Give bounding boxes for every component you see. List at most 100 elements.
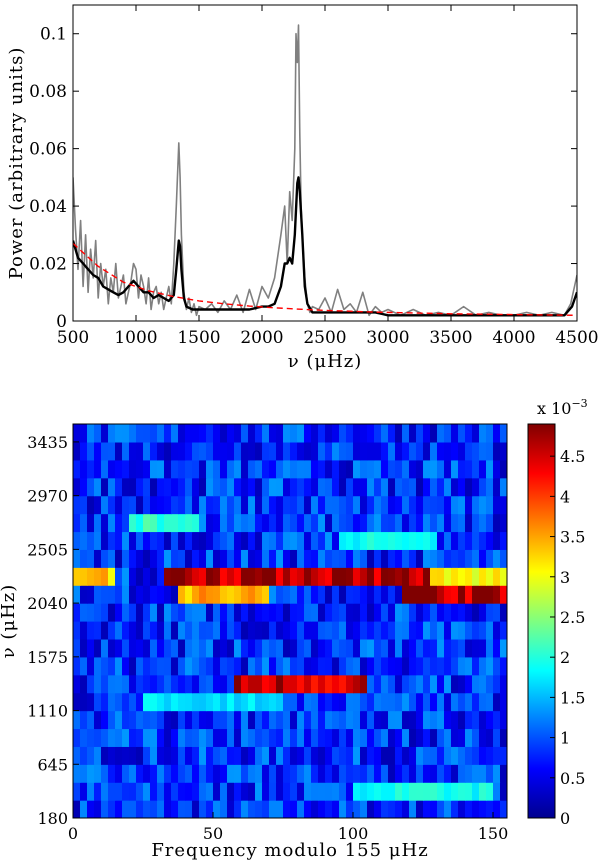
heatmap-cell (339, 441, 347, 461)
heatmap-cell (185, 603, 193, 622)
heatmap-cell (199, 513, 207, 533)
heatmap-cell (108, 495, 116, 515)
heatmap-cell (276, 710, 284, 730)
heatmap-cell (283, 621, 291, 640)
heatmap-cell (269, 585, 277, 604)
heatmap-cell (325, 441, 333, 461)
heatmap-cell (388, 692, 396, 712)
heatmap-cell (241, 441, 249, 461)
heatmap-cell (262, 746, 270, 765)
heatmap-cell (241, 495, 249, 515)
heatmap-cell (395, 459, 403, 479)
power-x-tick-label: 1000 (114, 328, 157, 348)
heatmap-cell (465, 746, 473, 765)
heatmap-cell (416, 603, 424, 622)
heatmap-cell (332, 728, 340, 747)
heatmap-cell (192, 603, 200, 622)
heatmap-cell (115, 567, 123, 586)
heatmap-cell (269, 638, 277, 658)
heatmap-cell (297, 477, 305, 497)
heatmap-cell (283, 656, 291, 676)
heatmap-cell (472, 549, 480, 568)
heatmap-cell (472, 638, 480, 658)
heatmap-cell (241, 477, 249, 497)
heatmap-cell (479, 603, 487, 622)
heatmap-cell (479, 513, 487, 533)
heatmap-cell (220, 746, 228, 765)
heatmap-cell (136, 567, 144, 586)
heatmap-cell (311, 513, 319, 533)
heatmap-cell (423, 692, 431, 712)
heatmap-cell (178, 441, 186, 461)
power-x-tick-label: 3000 (366, 328, 409, 348)
heatmap-cell (311, 585, 319, 604)
heatmap-cell (325, 513, 333, 533)
heatmap-cell (199, 746, 207, 765)
heatmap-cell (192, 621, 200, 640)
heatmap-cell (213, 424, 221, 443)
heatmap-cell (206, 495, 214, 515)
heatmap-cell (227, 459, 235, 479)
heatmap-cell (486, 513, 494, 533)
heatmap-cell (311, 656, 319, 676)
heatmap-cell (297, 531, 305, 550)
heatmap-cell (255, 728, 263, 747)
heatmap-cell (213, 746, 221, 765)
heatmap-cell (150, 495, 158, 515)
heatmap-cell (262, 764, 270, 783)
heatmap-cell (143, 549, 151, 568)
heatmap-cell (143, 782, 151, 801)
heatmap-cell (73, 459, 81, 479)
heatmap-cell (206, 692, 214, 712)
heatmap-cell (122, 656, 130, 676)
heatmap-cell (87, 800, 95, 818)
heatmap-cell (185, 692, 193, 712)
power-spectrum-x-label: ν (μHz) (288, 351, 363, 372)
heatmap-cell (430, 656, 438, 676)
heatmap-cell (269, 746, 277, 765)
heatmap-cell (402, 728, 410, 747)
heatmap-cell (192, 513, 200, 533)
heatmap-cell (206, 603, 214, 622)
heatmap-cell (94, 603, 102, 622)
heatmap-cell (136, 692, 144, 712)
heatmap-cell (479, 674, 487, 694)
heatmap-cell (185, 441, 193, 461)
heatmap-cell (101, 424, 109, 443)
heatmap-cell (332, 656, 340, 676)
heatmap-cell (444, 567, 452, 586)
heatmap-cell (199, 477, 207, 497)
heatmap-cell (192, 459, 200, 479)
power-spectrum-series (73, 24, 577, 317)
heatmap-cell (360, 656, 368, 676)
heatmap-cell (220, 638, 228, 658)
heatmap-cell (423, 531, 431, 550)
heatmap-cell (388, 495, 396, 515)
heatmap-cell (304, 531, 312, 550)
heatmap-cell (213, 441, 221, 461)
heatmap-cell (318, 746, 326, 765)
heatmap-cell (360, 459, 368, 479)
heatmap-cell (227, 764, 235, 783)
heatmap-cell (353, 782, 361, 801)
heatmap-cell (220, 728, 228, 747)
heatmap-cell (199, 441, 207, 461)
heatmap-cell (129, 424, 137, 443)
heatmap-cell (73, 674, 81, 694)
heatmap-cell (297, 656, 305, 676)
heatmap-cell (444, 603, 452, 622)
heatmap-cell (325, 674, 333, 694)
heatmap-cell (283, 764, 291, 783)
heatmap-cell (143, 531, 151, 550)
heatmap-cell (346, 710, 354, 730)
heatmap-cell (465, 585, 473, 604)
colorbar-tick-label: 0.5 (560, 769, 585, 788)
heatmap-cell (500, 531, 507, 550)
heatmap-cell (423, 710, 431, 730)
heatmap-cell (199, 531, 207, 550)
heatmap-cell (304, 495, 312, 515)
heatmap-cell (241, 459, 249, 479)
heatmap-cell (346, 728, 354, 747)
heatmap-cell (94, 728, 102, 747)
heatmap-cell (283, 477, 291, 497)
